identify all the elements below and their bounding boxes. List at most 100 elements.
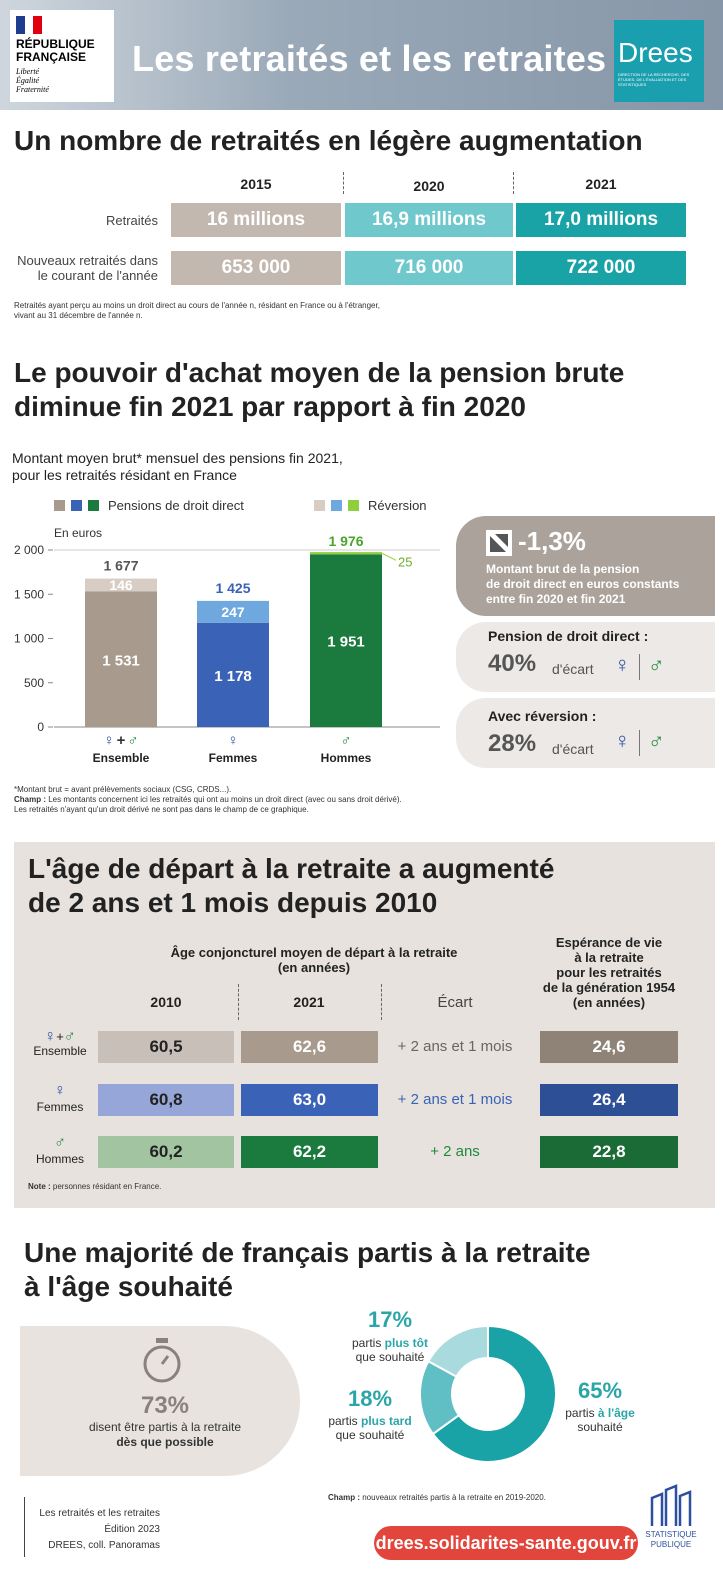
donut-desc-plus-tard: partis plus tard que souhaité xyxy=(310,1414,430,1442)
esp-hommes: 22,8 xyxy=(540,1136,678,1168)
title-line: à l'âge souhaité xyxy=(24,1271,233,1302)
gap-word: d'écart xyxy=(552,661,594,677)
row-femmes-label: ♀ Femmes xyxy=(32,1083,88,1115)
head-line: (en années) xyxy=(572,995,646,1010)
gender-symbol: ♂ xyxy=(127,732,138,749)
row-label: Ensemble xyxy=(33,1044,87,1058)
text-line-bold: dès que possible xyxy=(116,1435,214,1449)
section2-title: Le pouvoir d'achat moyen de la pension b… xyxy=(14,356,624,424)
footer-divider xyxy=(24,1497,25,1557)
subtitle-line: Montant moyen brut* mensuel des pensions… xyxy=(12,450,343,466)
ecart-femmes: + 2 ans et 1 mois xyxy=(397,1091,513,1108)
desc-pre: partis xyxy=(565,1406,598,1420)
gap-word: d'écart xyxy=(552,741,594,757)
cell-retraites-2020: 16,9 millions xyxy=(345,203,513,237)
head-line: Espérance de vie xyxy=(555,935,663,950)
gender-symbol: ♂ xyxy=(340,732,351,749)
kpi-text: Montant brut de la pension de droit direc… xyxy=(486,562,679,607)
statistique-publique-text: STATISTIQUE PUBLIQUE xyxy=(640,1530,702,1550)
female-icon: ♀ xyxy=(614,728,631,753)
decrease-arrow-icon xyxy=(486,530,512,556)
bar-label-reversion: 247 xyxy=(221,604,245,620)
drees-logo: Drees DIRECTION DE LA RECHERCHE, DES ÉTU… xyxy=(614,20,704,102)
bar-direct-femmes xyxy=(197,622,269,727)
divider xyxy=(639,730,640,756)
row-label-nouveaux-2: le courant de l'année xyxy=(37,268,158,283)
kpi-value: -1,3% xyxy=(518,526,586,556)
section3-note: Note : personnes résidant en France. xyxy=(28,1182,161,1192)
bar-reversion-hommes xyxy=(310,552,382,555)
desc-post: que souhaité xyxy=(335,1428,405,1442)
age-header: Âge conjoncturel moyen de départ à la re… xyxy=(98,945,530,975)
legend-swatch xyxy=(88,500,99,511)
age-2010-hommes: 60,2 xyxy=(98,1136,234,1168)
cell-nouveaux-2015: 653 000 xyxy=(171,251,341,285)
text-line: disent être partis à la retraite xyxy=(88,1420,242,1434)
subtitle-line: pour les retraités résidant en France xyxy=(12,467,237,483)
cell-retraites-2021: 17,0 millions xyxy=(516,203,686,237)
ecart-ensemble: + 2 ans et 1 mois xyxy=(397,1038,513,1055)
legend-swatch xyxy=(331,500,342,511)
age-2021-hommes: 62,2 xyxy=(241,1136,378,1168)
age-2021-ensemble: 62,6 xyxy=(241,1031,378,1063)
desc-post: souhaité xyxy=(577,1420,623,1434)
rf-line1: RÉPUBLIQUE xyxy=(16,37,95,51)
note-bold: Champ : xyxy=(328,1493,360,1502)
divider xyxy=(639,654,640,680)
note-bold: Note : xyxy=(28,1182,51,1191)
divider xyxy=(513,172,514,194)
sp-line: STATISTIQUE xyxy=(645,1530,697,1539)
male-icon: ♂ xyxy=(648,652,665,677)
male-icon: ♂ xyxy=(54,1134,66,1151)
rf-line2: FRANÇAISE xyxy=(16,50,87,64)
note-line: vivant au 31 décembre de l'année n. xyxy=(14,311,143,320)
source-line: Édition 2023 xyxy=(104,1524,160,1535)
year-2021: 2021 xyxy=(585,176,617,192)
website-link[interactable]: drees.solidarites-sante.gouv.fr xyxy=(374,1526,638,1560)
source-line: Les retraités et les retraites xyxy=(39,1508,160,1519)
sp-line: PUBLIQUE xyxy=(650,1540,692,1549)
kpi-line: entre fin 2020 et fin 2021 xyxy=(486,592,626,606)
y-tick-label: 500 xyxy=(24,676,44,690)
stopwatch-text: disent être partis à la retraite dès que … xyxy=(20,1420,310,1450)
chart-subtitle: Montant moyen brut* mensuel des pensions… xyxy=(12,450,343,484)
donut-pct-plus-tard: 18% xyxy=(347,1386,393,1411)
donut-slice xyxy=(427,1324,489,1379)
gap-pct: 40% xyxy=(488,650,537,677)
legend-swatch xyxy=(314,500,325,511)
divider xyxy=(381,984,382,1020)
desc-post: que souhaité xyxy=(355,1350,425,1364)
note-line: nouveaux retraités partis à la retraite … xyxy=(360,1493,546,1502)
category-label: Femmes xyxy=(209,751,258,765)
cell-nouveaux-2021: 722 000 xyxy=(516,251,686,285)
head-line: pour les retraités xyxy=(556,965,662,980)
drees-logo-subtext: DIRECTION DE LA RECHERCHE, DES ÉTUDES, D… xyxy=(618,72,690,87)
year-2015: 2015 xyxy=(240,176,272,192)
stopwatch-pct: 73% xyxy=(140,1392,190,1419)
row-hommes-label: ♂ Hommes xyxy=(32,1135,88,1167)
section3-title: L'âge de départ à la retraite a augmenté… xyxy=(28,852,554,920)
bar-label-direct: 1 951 xyxy=(327,634,365,651)
donut-desc-age: partis à l'âge souhaité xyxy=(540,1406,660,1434)
section1-title: Un nombre de retraités en légère augment… xyxy=(14,125,643,156)
gap-title: Avec réversion : xyxy=(488,708,597,724)
stopwatch-panel xyxy=(20,1326,300,1476)
bar-direct-hommes xyxy=(310,554,382,727)
section4-title: Une majorité de français partis à la ret… xyxy=(24,1236,590,1304)
row-ensemble-label: ♀+♂ Ensemble xyxy=(32,1029,88,1059)
desc-pre: partis xyxy=(351,1336,385,1350)
head-line: Âge conjoncturel moyen de départ à la re… xyxy=(170,945,458,960)
row-label-nouveaux-1: Nouveaux retraités dans xyxy=(17,253,158,268)
plus-sign: + xyxy=(56,1029,64,1044)
kpi-line: de droit direct en euros constants xyxy=(486,577,680,591)
esp-ensemble: 24,6 xyxy=(540,1031,678,1063)
note-line: personnes résidant en France. xyxy=(50,1182,162,1191)
rf-motto2: Égalité xyxy=(16,76,40,85)
gender-symbol: ♀ xyxy=(103,732,114,749)
cell-retraites-2015: 16 millions xyxy=(171,203,341,237)
desc-hl: plus tard xyxy=(361,1414,412,1428)
stopwatch-icon xyxy=(143,1338,181,1383)
bar-label-total: 1 976 xyxy=(328,533,363,549)
cell-nouveaux-2020: 716 000 xyxy=(345,251,513,285)
row-label-retraites: Retraités xyxy=(105,213,158,228)
